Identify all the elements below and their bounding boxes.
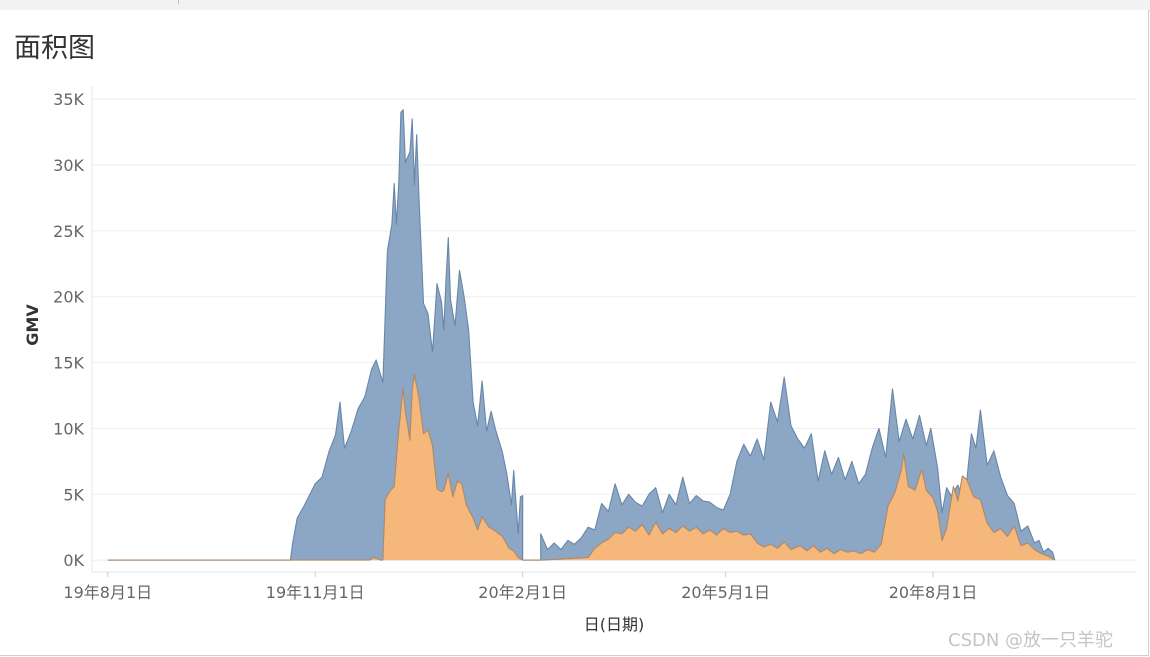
chart-title: 面积图	[14, 33, 95, 64]
x-tick-label: 20年8月1日	[889, 583, 978, 602]
y-axis: 0K 5K 10K 15K 20K 25K 30K 35K	[53, 86, 93, 572]
top-strip-tick	[178, 0, 179, 4]
y-axis-title: GMV	[23, 304, 42, 346]
area-fill-series-2	[107, 374, 1055, 561]
watermark-text: CSDN @放一只羊驼	[948, 630, 1114, 651]
x-tick-label: 20年2月1日	[478, 583, 567, 602]
area-line-series-2	[107, 373, 1056, 561]
y-tick-label: 10K	[53, 419, 84, 438]
x-tick-label: 20年5月1日	[681, 583, 770, 602]
y-tick-label: 5K	[63, 485, 84, 504]
y-tick-label: 0K	[63, 551, 84, 570]
x-axis: 19年8月1日 19年11月1日 20年2月1日 20年5月1日 20年8月1日	[63, 571, 1136, 602]
y-tick-label: 25K	[53, 222, 84, 241]
y-tick-label: 15K	[53, 354, 84, 373]
y-tick-label: 20K	[53, 288, 84, 307]
area-line-series-1	[107, 109, 1056, 561]
gridlines	[92, 98, 1136, 561]
area-series-group	[107, 109, 1056, 561]
y-tick-label: 35K	[53, 90, 84, 109]
x-tick-label: 19年11月1日	[266, 583, 365, 602]
x-axis-title: 日(日期)	[584, 615, 645, 634]
y-tick-label: 30K	[53, 156, 84, 175]
x-tick-label: 19年8月1日	[63, 583, 152, 602]
